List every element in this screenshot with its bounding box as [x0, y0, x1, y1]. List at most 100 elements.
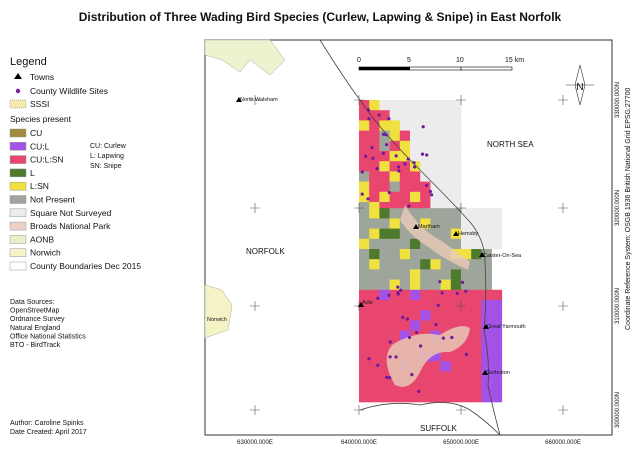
survey-square [389, 310, 401, 321]
survey-square [440, 391, 452, 403]
survey-square [450, 310, 462, 321]
survey-square [450, 381, 462, 393]
survey-square [461, 218, 472, 229]
source: OpenStreetMap [10, 308, 60, 315]
survey-square [450, 279, 462, 291]
survey-square [389, 181, 401, 193]
wildlife-site [401, 315, 405, 319]
survey-square [420, 181, 431, 193]
legend-item: County Boundaries Dec 2015 [30, 261, 141, 271]
survey-square [379, 100, 390, 111]
survey-square [420, 361, 431, 372]
survey-square [471, 269, 482, 280]
survey-square [430, 181, 441, 193]
survey-square [379, 340, 390, 352]
survey-square [440, 161, 452, 172]
grid-cross [456, 95, 466, 105]
survey-square [420, 300, 431, 311]
survey-square [461, 371, 472, 382]
survey-square [359, 228, 370, 240]
survey-square [410, 289, 421, 301]
wildlife-site [430, 193, 434, 197]
survey-square [420, 191, 431, 203]
survey-square [471, 391, 482, 403]
survey-square [399, 289, 411, 301]
survey-square [359, 340, 370, 352]
survey-square [410, 259, 421, 270]
survey-square [440, 120, 452, 131]
survey-square [359, 269, 370, 280]
scale-bar: 0 5 10 15 km [357, 57, 524, 71]
survey-square [399, 110, 411, 121]
survey-square [430, 218, 441, 229]
grid-cross [456, 301, 466, 311]
survey-square [399, 120, 411, 131]
survey-square [450, 171, 462, 182]
town-label: North Walsham [240, 97, 278, 103]
survey-square [481, 218, 492, 229]
north-label: N [576, 82, 583, 93]
survey-square [369, 391, 380, 403]
survey-square [420, 259, 431, 270]
town-label: Hemsby [458, 231, 478, 237]
survey-square [440, 310, 452, 321]
survey-square [389, 191, 401, 203]
survey-square [410, 300, 421, 311]
scale-label: 10 [456, 57, 464, 64]
survey-square [389, 161, 401, 172]
survey-square [369, 171, 380, 182]
survey-square [450, 300, 462, 311]
survey-square [440, 171, 452, 182]
survey-square [359, 218, 370, 229]
survey-square [379, 228, 390, 240]
survey-square [369, 110, 380, 121]
grid-cross [558, 203, 568, 213]
survey-square [369, 340, 380, 352]
survey-square [430, 191, 441, 203]
survey-square [410, 202, 421, 213]
wildlife-site [385, 143, 389, 147]
wildlife-site [415, 330, 419, 335]
survey-square [430, 100, 441, 111]
survey-square [389, 202, 401, 213]
survey-square [379, 218, 390, 229]
survey-square [471, 208, 482, 219]
survey-square [450, 140, 462, 152]
survey-square [410, 130, 421, 142]
survey-square [359, 279, 370, 291]
title: Distribution of Three Wading Bird Specie… [79, 10, 562, 24]
coastline [319, 39, 501, 436]
survey-square [491, 218, 503, 229]
key: L: Lapwing [90, 153, 124, 160]
legend-item: Not Present [30, 195, 76, 205]
source: Natural England [10, 325, 60, 332]
survey-square [430, 120, 441, 131]
survey-square [369, 120, 380, 131]
wildlife-site [410, 373, 414, 377]
survey-square [440, 259, 452, 270]
survey-square [420, 279, 431, 291]
survey-square [369, 361, 380, 372]
survey-square [379, 381, 390, 393]
survey-square [450, 238, 462, 250]
survey-square [430, 300, 441, 311]
survey-square [410, 151, 421, 162]
survey-square [481, 269, 492, 280]
legend-item: Towns [30, 72, 54, 82]
survey-square [359, 161, 370, 172]
wildlife-site [388, 355, 392, 359]
survey-square [461, 300, 472, 311]
survey-square [430, 202, 441, 213]
survey-square [420, 310, 431, 321]
aonb [204, 39, 286, 76]
swatch [9, 235, 27, 244]
wildlife-site [412, 165, 417, 169]
survey-square [491, 340, 503, 352]
x-tick-label: 640000.000E [341, 440, 377, 446]
survey-square [379, 238, 390, 250]
wildlife-site [387, 117, 391, 121]
survey-square [420, 120, 431, 131]
survey-square [420, 202, 431, 213]
wildlife-site [394, 154, 398, 158]
survey-square [491, 289, 503, 301]
